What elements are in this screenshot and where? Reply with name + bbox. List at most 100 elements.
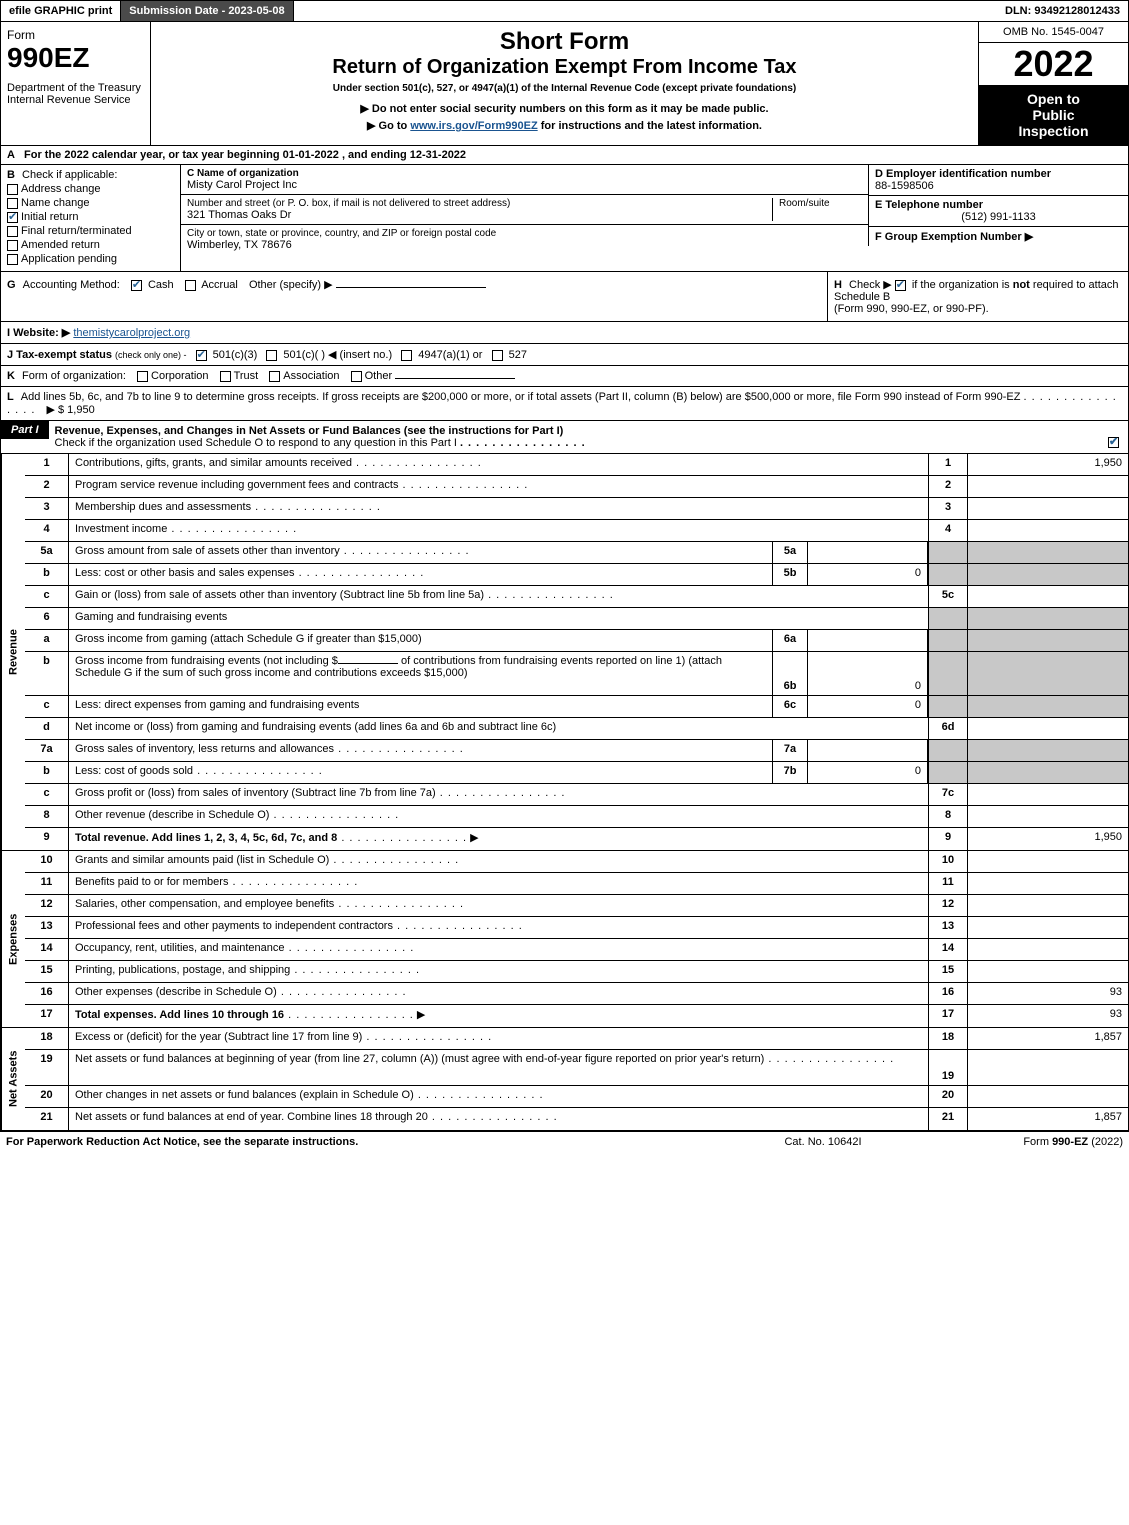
- line-11-col: 11: [928, 873, 968, 894]
- line-6c-desc: Less: direct expenses from gaming and fu…: [69, 696, 772, 717]
- org-name-label: C Name of organization: [187, 168, 862, 179]
- name-change-label: Name change: [21, 197, 90, 209]
- other-org-line: [395, 378, 515, 379]
- line-12-num: 12: [25, 895, 69, 916]
- tax-exempt-label: J Tax-exempt status: [7, 349, 112, 361]
- part-1-table: Revenue 1Contributions, gifts, grants, a…: [0, 454, 1129, 1131]
- section-h: H Check ▶ if the organization is not req…: [828, 272, 1128, 321]
- initial-return-checkbox[interactable]: [7, 212, 18, 223]
- line-17-col: 17: [928, 1005, 968, 1027]
- phone-value: (512) 991-1133: [875, 211, 1122, 223]
- line-7a-col: [928, 740, 968, 761]
- section-l-label: L: [7, 391, 14, 403]
- line-11-desc: Benefits paid to or for members: [69, 873, 928, 894]
- amended-return-checkbox[interactable]: [7, 240, 18, 251]
- line-5b-col: [928, 564, 968, 585]
- line-7a-sub: 7a: [772, 740, 808, 761]
- 501c-checkbox[interactable]: [266, 350, 277, 361]
- ssn-warning: ▶ Do not enter social security numbers o…: [157, 102, 972, 115]
- ein-label: D Employer identification number: [875, 168, 1122, 180]
- line-3-desc: Membership dues and assessments: [69, 498, 928, 519]
- address-change-checkbox[interactable]: [7, 184, 18, 195]
- group-exemption-label: F Group Exemption Number ▶: [875, 231, 1033, 243]
- corporation-checkbox[interactable]: [137, 371, 148, 382]
- schedule-b-checkbox[interactable]: [895, 280, 906, 291]
- line-6c-col: [928, 696, 968, 717]
- line-21-val: 1,857: [968, 1108, 1128, 1130]
- open-to-public: Open to Public Inspection: [979, 85, 1128, 145]
- line-17-num: 17: [25, 1005, 69, 1027]
- final-return-checkbox[interactable]: [7, 226, 18, 237]
- line-21-col: 21: [928, 1108, 968, 1130]
- line-9-val: 1,950: [968, 828, 1128, 850]
- 4947-checkbox[interactable]: [401, 350, 412, 361]
- line-6-val: [968, 608, 1128, 629]
- line-13-col: 13: [928, 917, 968, 938]
- efile-tab[interactable]: efile GRAPHIC print: [1, 1, 121, 21]
- line-20-desc: Other changes in net assets or fund bala…: [69, 1086, 928, 1107]
- line-9-col: 9: [928, 828, 968, 850]
- line-6d-desc: Net income or (loss) from gaming and fun…: [69, 718, 928, 739]
- association-checkbox[interactable]: [269, 371, 280, 382]
- amended-return-label: Amended return: [21, 239, 100, 251]
- line-6b-col: [928, 652, 968, 695]
- other-org-label: Other: [365, 370, 393, 382]
- name-change-checkbox[interactable]: [7, 198, 18, 209]
- 501c3-checkbox[interactable]: [196, 350, 207, 361]
- top-bar: efile GRAPHIC print Submission Date - 20…: [0, 0, 1129, 22]
- line-20-col: 20: [928, 1086, 968, 1107]
- line-5b-val: [968, 564, 1128, 585]
- section-gh: G Accounting Method: Cash Accrual Other …: [0, 272, 1129, 322]
- other-org-checkbox[interactable]: [351, 371, 362, 382]
- line-7c-val: [968, 784, 1128, 805]
- footer-left: For Paperwork Reduction Act Notice, see …: [6, 1136, 723, 1148]
- section-b-label: B: [7, 169, 15, 181]
- street-label: Number and street (or P. O. box, if mail…: [187, 198, 772, 209]
- line-5a-col: [928, 542, 968, 563]
- irs-link[interactable]: www.irs.gov/Form990EZ: [410, 120, 537, 132]
- dln-label: DLN: 93492128012433: [997, 1, 1128, 21]
- part-1-check-line: Check if the organization used Schedule …: [55, 437, 457, 449]
- section-a-label: A: [7, 149, 15, 161]
- line-6b-val: [968, 652, 1128, 695]
- line-4-desc: Investment income: [69, 520, 928, 541]
- line-6a-subval: [808, 630, 928, 651]
- schedule-o-checkbox[interactable]: [1108, 437, 1119, 448]
- submission-date-tab: Submission Date - 2023-05-08: [121, 1, 293, 21]
- footer-center: Cat. No. 10642I: [723, 1136, 923, 1148]
- cash-checkbox[interactable]: [131, 280, 142, 291]
- line-6d-num: d: [25, 718, 69, 739]
- line-2-desc: Program service revenue including govern…: [69, 476, 928, 497]
- accrual-checkbox[interactable]: [185, 280, 196, 291]
- section-k: K Form of organization: Corporation Trus…: [0, 366, 1129, 387]
- line-19-num: 19: [25, 1050, 69, 1085]
- trust-checkbox[interactable]: [220, 371, 231, 382]
- page-footer: For Paperwork Reduction Act Notice, see …: [0, 1131, 1129, 1152]
- 527-label: 527: [509, 349, 527, 361]
- other-specify-label: Other (specify) ▶: [249, 279, 333, 291]
- website-link[interactable]: themistycarolproject.org: [73, 327, 190, 339]
- line-10-col: 10: [928, 851, 968, 872]
- association-label: Association: [283, 370, 339, 382]
- line-7c-col: 7c: [928, 784, 968, 805]
- line-5b-num: b: [25, 564, 69, 585]
- application-pending-checkbox[interactable]: [7, 254, 18, 265]
- line-6a-val: [968, 630, 1128, 651]
- line-8-col: 8: [928, 806, 968, 827]
- line-5a-desc: Gross amount from sale of assets other t…: [69, 542, 772, 563]
- 527-checkbox[interactable]: [492, 350, 503, 361]
- accounting-method-label: Accounting Method:: [23, 279, 120, 291]
- line-6-num: 6: [25, 608, 69, 629]
- line-6c-num: c: [25, 696, 69, 717]
- initial-return-label: Initial return: [21, 211, 78, 223]
- line-19-desc: Net assets or fund balances at beginning…: [69, 1050, 928, 1085]
- form-number: 990EZ: [7, 42, 144, 74]
- line-10-desc: Grants and similar amounts paid (list in…: [69, 851, 928, 872]
- line-6c-val: [968, 696, 1128, 717]
- line-7c-desc: Gross profit or (loss) from sales of inv…: [69, 784, 928, 805]
- city-value: Wimberley, TX 78676: [187, 239, 862, 251]
- line-6b-sub: 6b: [772, 652, 808, 695]
- line-5a-sub: 5a: [772, 542, 808, 563]
- open-line-3: Inspection: [983, 123, 1124, 139]
- line-18-desc: Excess or (deficit) for the year (Subtra…: [69, 1028, 928, 1049]
